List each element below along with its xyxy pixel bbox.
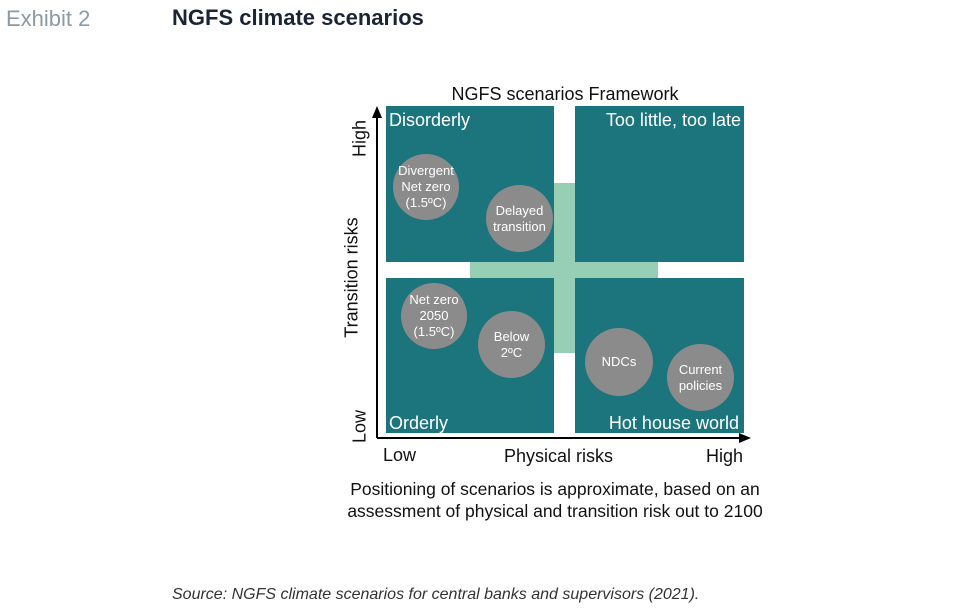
quadrant-label-too-little-too-late: Too little, too late (605, 110, 741, 130)
scenario-label: Current policies (678, 361, 723, 393)
scenario-label: NDCs (601, 354, 637, 369)
source-note: Source: NGFS climate scenarios for centr… (172, 586, 700, 603)
x-axis-high-label: High (706, 446, 744, 466)
cross-horizontal-band (470, 262, 658, 278)
quadrant-label-orderly: Orderly (389, 413, 449, 433)
quadrant-label-hot-house-world: Hot house world (608, 413, 739, 433)
x-axis-low-label: Low (383, 445, 417, 465)
scenario-delayed-transition: Delayed transition (486, 185, 553, 252)
y-axis-title: Transition risks (341, 217, 362, 338)
scenario-label: Divergent Net zero (1.5ºC) (398, 163, 454, 210)
quadrant-label-disorderly: Disorderly (389, 110, 471, 130)
x-axis-arrowhead (739, 433, 751, 443)
y-axis-arrowhead (372, 106, 382, 118)
scenario-current-policies: Current policies (667, 344, 734, 411)
quadrant-too-little-too-late (575, 106, 744, 262)
y-axis-low-label: Low (349, 409, 370, 444)
exhibit-label: Exhibit 2 (6, 6, 91, 31)
positioning-note: Positioning of scenarios is approximate,… (347, 479, 763, 521)
scenario-ndcs: NDCs (585, 328, 653, 396)
framework-title: NGFS scenarios Framework (451, 84, 679, 104)
scenario-label: Net zero 2050 (1.5ºC) (409, 292, 459, 339)
scenario-below-2c: Below 2ºC (478, 311, 545, 378)
y-axis-high-label: High (349, 119, 370, 158)
scenario-divergent-net-zero: Divergent Net zero (1.5ºC) (393, 154, 459, 220)
x-axis-title: Physical risks (504, 446, 614, 466)
scenario-label: Below 2ºC (493, 328, 530, 360)
scenario-net-zero-2050: Net zero 2050 (1.5ºC) (401, 283, 467, 349)
scenario-label: Delayed transition (493, 202, 546, 234)
page-title: NGFS climate scenarios (172, 5, 424, 30)
